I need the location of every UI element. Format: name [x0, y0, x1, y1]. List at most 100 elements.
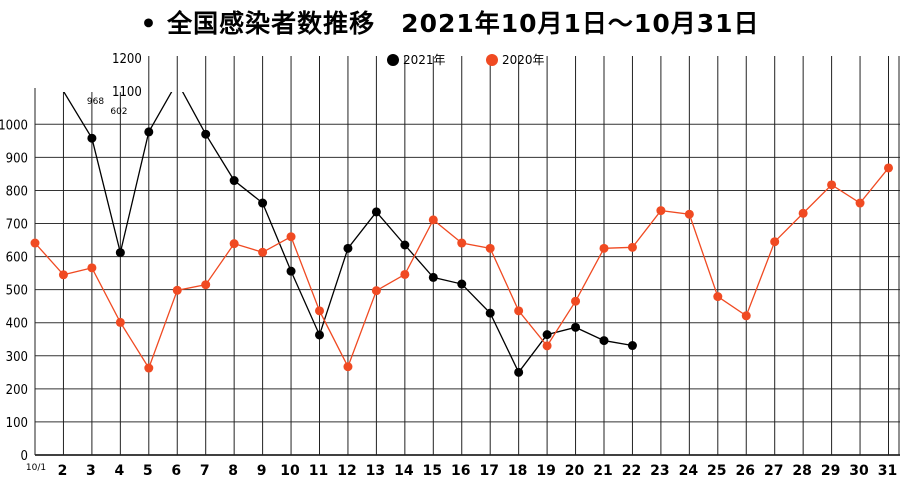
- data-point: [485, 308, 495, 318]
- series-line: [63, 92, 633, 374]
- series-1: [63, 92, 637, 377]
- x-tick-label: 22: [622, 463, 641, 479]
- x-tick-label: 31: [878, 463, 897, 479]
- data-point: [229, 176, 239, 186]
- data-point: [770, 237, 780, 247]
- series-2: [30, 163, 893, 373]
- data-point: [428, 215, 438, 225]
- x-tick-label: 25: [707, 463, 726, 479]
- x-tick-label: 7: [200, 463, 210, 479]
- legend-marker: [486, 54, 498, 66]
- annotations: 968 602: [87, 97, 128, 117]
- data-point: [400, 269, 410, 279]
- y-tick-label: 400: [6, 317, 28, 332]
- data-point: [115, 317, 125, 327]
- y-tick-label: 500: [6, 284, 28, 299]
- x-axis-tick-labels: 10/1 2 3 4 5 6 7 8 9 10 11 12 13 14 15 16 17 18 19 20 21 22 23…: [26, 463, 897, 479]
- data-point: [514, 306, 524, 316]
- x-tick-label: 5: [143, 463, 153, 479]
- data-point: [485, 243, 495, 253]
- data-point: [229, 239, 239, 249]
- data-point: [58, 270, 68, 280]
- x-tick-label: 8: [228, 463, 238, 479]
- data-point: [286, 266, 296, 276]
- data-point: [571, 322, 581, 332]
- data-point: [144, 127, 154, 137]
- data-point: [855, 198, 865, 208]
- data-point: [258, 247, 268, 257]
- data-point: [115, 248, 125, 258]
- data-point: [315, 306, 324, 316]
- data-point: [599, 336, 609, 346]
- x-tick-label: 30: [849, 463, 869, 479]
- data-point: [201, 129, 211, 139]
- series: [30, 92, 893, 377]
- data-point: [343, 243, 353, 253]
- legend-label: 2020年: [502, 53, 545, 67]
- data-point: [258, 198, 268, 208]
- y-tick-label: 900: [6, 151, 28, 166]
- data-point: [315, 330, 324, 340]
- x-tick-label: 13: [366, 463, 385, 479]
- x-tick-label: 18: [508, 463, 527, 479]
- x-tick-label: 15: [423, 463, 442, 479]
- x-tick-label: 3: [86, 463, 96, 479]
- x-tick-label: 10/1: [26, 463, 46, 473]
- data-point: [627, 341, 637, 351]
- grid: [34, 56, 900, 456]
- x-tick-label: 29: [821, 463, 840, 479]
- x-tick-label: 16: [451, 463, 470, 479]
- data-point: [457, 279, 467, 289]
- data-point: [30, 238, 40, 248]
- y-tick-label: 200: [6, 383, 28, 398]
- data-point: [371, 207, 381, 217]
- x-tick-label: 14: [394, 463, 414, 479]
- x-tick-label: 4: [114, 463, 124, 479]
- data-point: [542, 341, 552, 351]
- y-tick-label: 700: [6, 218, 28, 233]
- annotation-label: 602: [110, 107, 127, 117]
- x-tick-label: 21: [593, 463, 612, 479]
- x-tick-label: 28: [792, 463, 811, 479]
- data-point: [286, 232, 296, 242]
- data-point: [514, 367, 524, 377]
- data-point: [599, 243, 609, 253]
- data-point: [741, 311, 751, 321]
- x-tick-label: 19: [536, 463, 555, 479]
- x-tick-label: 23: [650, 463, 669, 479]
- data-point: [172, 285, 182, 295]
- x-tick-label: 9: [257, 463, 267, 479]
- data-point: [371, 286, 381, 296]
- x-tick-label: 11: [309, 463, 328, 479]
- y-tick-label: 800: [6, 184, 28, 199]
- data-point: [627, 242, 637, 252]
- x-tick-label: 17: [479, 463, 498, 479]
- x-tick-label: 6: [171, 463, 181, 479]
- y-tick-label: 1100: [112, 85, 142, 100]
- x-tick-label: 10: [280, 463, 300, 479]
- data-point: [87, 263, 97, 273]
- annotation-label: 968: [87, 97, 104, 107]
- legend-marker: [387, 54, 399, 66]
- data-point: [713, 292, 723, 302]
- x-tick-label: 26: [736, 463, 755, 479]
- y-tick-label: 600: [6, 251, 28, 266]
- data-point: [827, 180, 837, 190]
- data-point: [884, 163, 893, 173]
- data-point: [684, 209, 694, 219]
- y-tick-label: 0: [21, 449, 28, 464]
- legend-item: 2020年: [486, 53, 545, 67]
- data-point: [798, 208, 808, 218]
- chart-title: • 全国感染者数推移 2021年10月1日～10月31日: [140, 9, 760, 38]
- x-tick-label: 2: [58, 463, 68, 479]
- legend: 2021年 2020年: [387, 53, 545, 67]
- x-tick-label: 20: [565, 463, 585, 479]
- x-tick-label: 12: [337, 463, 356, 479]
- data-point: [656, 206, 666, 216]
- data-point: [571, 296, 581, 306]
- data-point: [201, 280, 211, 290]
- data-point: [428, 272, 438, 282]
- y-axis-tick-labels: 0 100 200 300 400 500 600 700 800 900 1000 1100 1200: [0, 52, 142, 464]
- y-tick-label: 1200: [112, 52, 142, 67]
